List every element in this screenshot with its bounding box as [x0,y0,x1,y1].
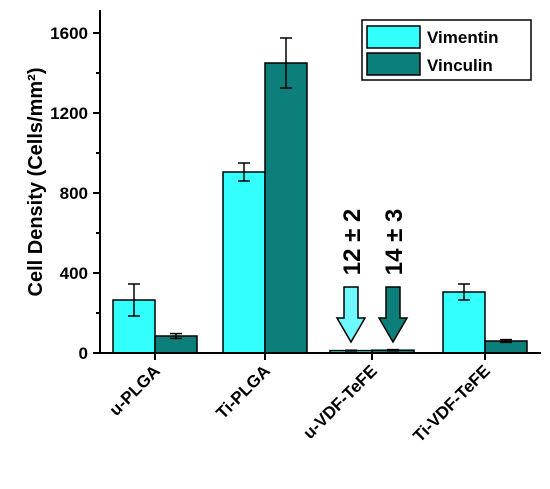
legend-label-vinculin: Vinculin [427,56,493,75]
y-ticks: 0 400 800 1200 1600 [50,24,100,363]
legend: Vimentin Vinculin [361,19,532,81]
legend-label-vimentin: Vimentin [427,28,498,47]
annotations-layer: 12 ± 2 14 ± 3 [335,209,409,344]
bar-ti-plga-vimentin [222,171,266,354]
annotation-label-vinculin: 14 ± 3 [381,209,408,276]
bar-ti-plga-vinculin [264,62,308,354]
x-tick-label-ti-vdf-tefe: Ti-VDF-TeFE [409,361,493,445]
x-tick-label-ti-plga: Ti-PLGA [213,361,274,422]
x-tick-label-u-plga: u-PLGA [106,361,164,419]
legend-swatch-vimentin [366,25,421,49]
annotation-label-vimentin: 12 ± 2 [339,209,366,276]
y-tick-label-1600: 1600 [50,24,88,43]
x-ticks: u-PLGA Ti-PLGA u-VDF-TeFE Ti-VDF-TeFE [106,353,494,446]
y-tick-label-800: 800 [60,184,88,203]
bar-ti-vdf-tefe-vimentin [442,291,486,354]
annotation-arrow-vinculin [377,286,409,344]
annotation-arrow-vimentin [335,286,367,344]
axes-layer [99,10,541,354]
y-axis-label: Cell Density (Cells/mm²) [25,68,47,297]
bars-layer [112,37,528,354]
y-tick-label-400: 400 [60,264,88,283]
x-tick-label-u-vdf-tefe: u-VDF-TeFE [300,361,381,442]
y-tick-label-1200: 1200 [50,104,88,123]
legend-swatch-vinculin [366,52,421,76]
y-tick-label-0: 0 [79,344,88,363]
